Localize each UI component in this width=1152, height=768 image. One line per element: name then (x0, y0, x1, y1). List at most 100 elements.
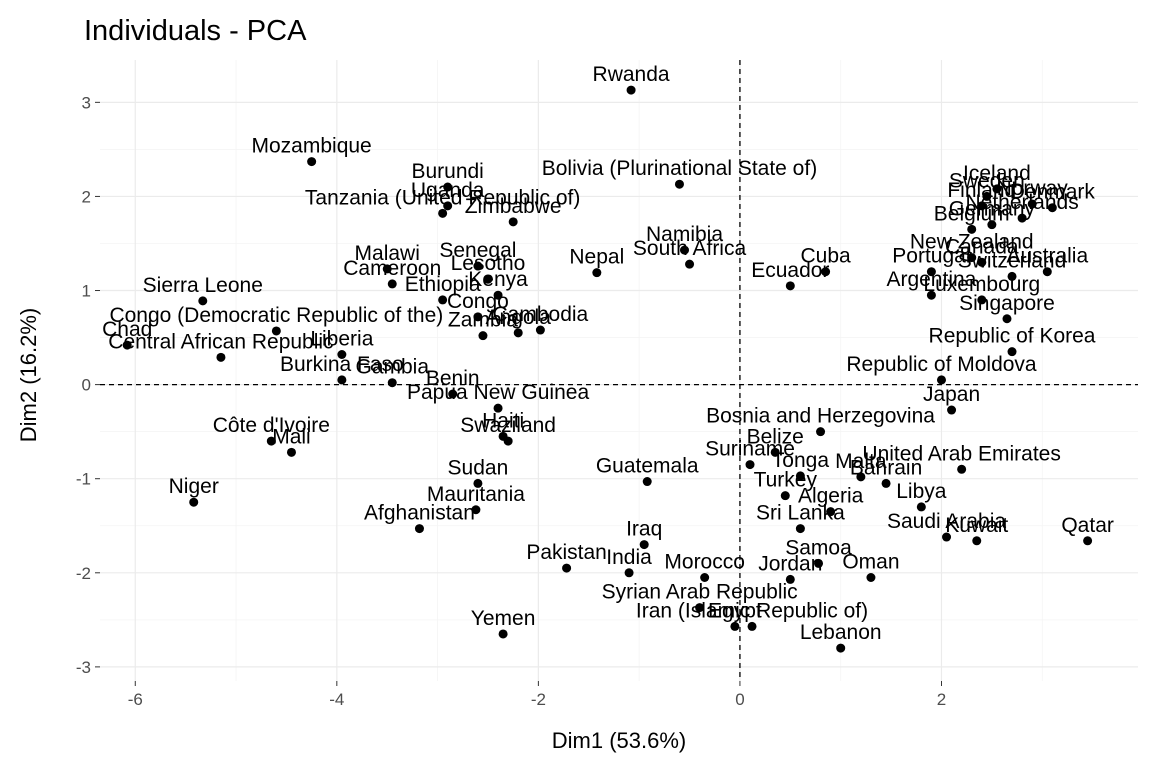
data-label: Qatar (1061, 514, 1114, 537)
data-label: Namibia (646, 223, 723, 246)
data-label: Rwanda (593, 63, 670, 86)
data-point (770, 447, 780, 457)
data-point (947, 405, 957, 415)
data-point (493, 290, 503, 300)
data-point (1027, 199, 1037, 209)
x-tick-label: 0 (735, 690, 744, 709)
data-label: Algeria (798, 485, 864, 508)
data-label: Switzerland (958, 249, 1067, 272)
data-label: Cambodia (493, 303, 589, 326)
data-label: Suriname (705, 438, 795, 461)
data-label: South Africa (633, 237, 747, 260)
data-label: Kuwait (945, 514, 1008, 537)
data-point (216, 352, 226, 362)
data-label: Argentina (886, 268, 976, 291)
data-point (508, 217, 518, 227)
data-point (982, 191, 992, 201)
data-label: Bolivia (Plurinational State of) (542, 157, 817, 180)
data-point (816, 427, 826, 437)
data-point (977, 295, 987, 305)
y-tick-label: 0 (82, 376, 91, 395)
data-point (307, 157, 317, 167)
data-label: Zimbabwe (465, 195, 562, 218)
y-tick-label: -2 (76, 564, 91, 583)
data-point (992, 184, 1002, 194)
data-point (271, 326, 281, 336)
data-point (189, 497, 199, 507)
data-point (836, 643, 846, 653)
data-point (780, 491, 790, 501)
data-point (337, 350, 347, 360)
data-label: Lebanon (800, 621, 882, 644)
data-label: Syrian Arab Republic (602, 581, 798, 604)
data-point (745, 460, 755, 470)
data-point (1002, 314, 1012, 324)
data-point (856, 472, 866, 482)
data-label: Libya (896, 480, 947, 503)
data-label: Benin (426, 367, 480, 390)
data-label: Malawi (355, 242, 420, 265)
data-point (498, 629, 508, 639)
data-label: Cuba (800, 245, 851, 268)
data-point (821, 267, 831, 277)
data-point (977, 257, 987, 267)
data-point (448, 389, 458, 399)
y-tick-label: 1 (82, 282, 91, 301)
data-point (382, 264, 392, 274)
data-point (881, 478, 891, 488)
y-tick-label: 3 (82, 93, 91, 112)
y-tick-label: -1 (76, 470, 91, 489)
data-label: Canada (945, 235, 1019, 258)
data-point (438, 208, 448, 218)
data-label: Iraq (626, 518, 662, 541)
data-label: Oman (842, 551, 899, 574)
data-label: Germany (949, 198, 1036, 221)
data-point (286, 447, 296, 457)
data-label: Iran (Islamic Republic of) (636, 599, 868, 622)
data-label: Chad (102, 318, 152, 341)
data-point (478, 331, 488, 341)
data-point (730, 621, 740, 631)
data-point (639, 540, 649, 550)
data-label: Luxembourg (923, 273, 1040, 296)
data-label: Mali (272, 425, 311, 448)
data-label: Samoa (785, 536, 852, 559)
data-point (936, 375, 946, 385)
data-point (967, 253, 977, 263)
data-point (473, 478, 483, 488)
data-label: Angola (486, 306, 552, 329)
data-point (826, 507, 836, 517)
data-label: Finland (947, 179, 1016, 202)
y-axis-title: Dim2 (16.2%) (16, 308, 41, 442)
data-label: Australia (1006, 245, 1088, 268)
data-label: Denmark (1010, 181, 1096, 204)
data-label: Nepal (569, 246, 624, 269)
data-point (926, 290, 936, 300)
data-point (562, 563, 572, 573)
data-point (972, 536, 982, 546)
data-label: Liberia (310, 328, 373, 351)
x-tick-label: -6 (128, 690, 143, 709)
data-point (942, 532, 952, 542)
data-label: Sierra Leone (143, 274, 263, 297)
axis-ticks: -6 -4 -2 0 2 -3 -2 -1 0 1 2 3 (76, 93, 946, 709)
data-label: Belize (747, 425, 804, 448)
data-label: Sri Lanka (756, 502, 845, 525)
data-label: Guatemala (596, 455, 699, 478)
data-label: Papua New Guinea (407, 381, 589, 404)
data-point (916, 502, 926, 512)
data-label: Burundi (411, 160, 483, 183)
data-label: Yemen (471, 607, 536, 630)
data-point (747, 621, 757, 631)
reference-lines (100, 60, 1138, 681)
data-label: India (606, 546, 652, 569)
data-label: Bosnia and Herzegovina (706, 405, 935, 428)
data-point (926, 267, 936, 277)
data-label: Republic of Moldova (846, 353, 1037, 376)
x-tick-label: -2 (531, 690, 546, 709)
data-label: Senegal (439, 239, 516, 262)
data-point (785, 574, 795, 584)
data-label: Swaziland (460, 414, 556, 437)
data-point (498, 431, 508, 441)
data-point (414, 524, 424, 534)
